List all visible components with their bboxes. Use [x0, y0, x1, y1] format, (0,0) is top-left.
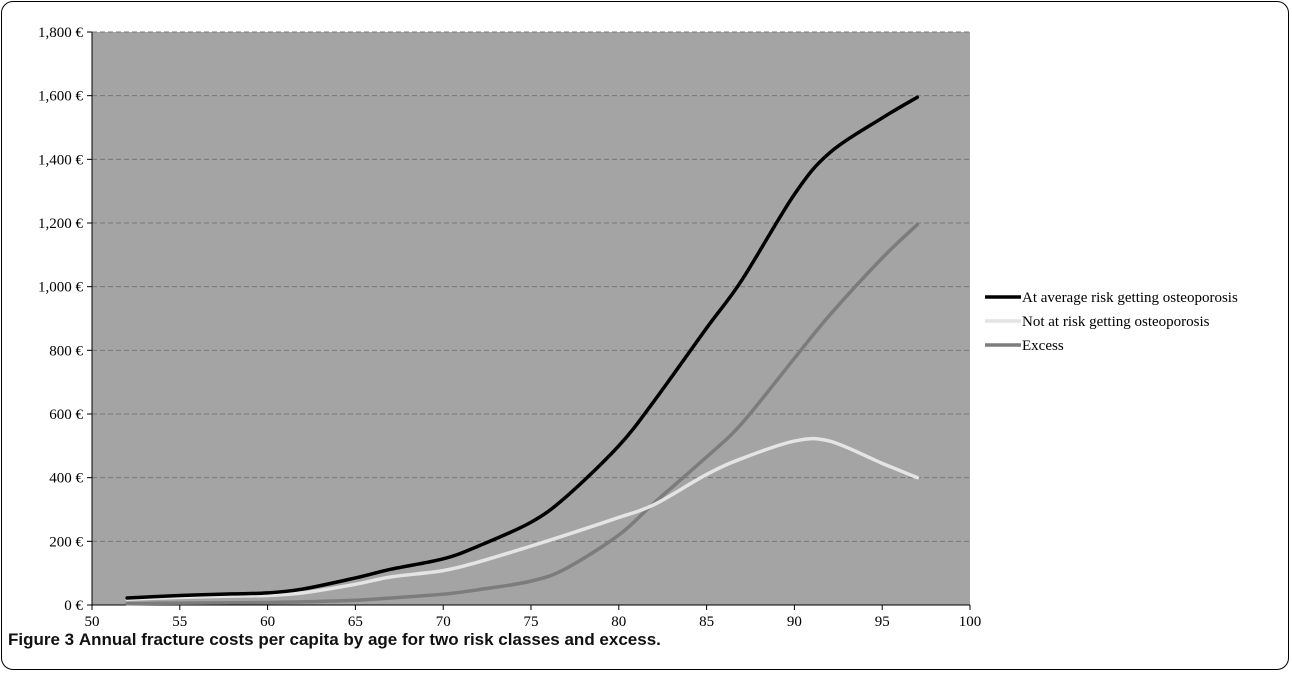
legend-item-average-risk: At average risk getting osteoporosis	[985, 290, 1238, 306]
figure-caption: Figure 3 Annual fracture costs per capit…	[8, 630, 661, 650]
x-tick-label: 65	[348, 614, 363, 630]
x-tick-label: 85	[699, 614, 714, 630]
y-tick-label: 600 €	[49, 407, 83, 423]
y-tick-label: 1,800 €	[38, 25, 84, 41]
legend-item-excess: Excess	[985, 338, 1064, 354]
y-tick-label: 1,400 €	[38, 152, 84, 168]
legend-label: At average risk getting osteoporosis	[1022, 290, 1238, 306]
series-lines	[125, 95, 920, 606]
legend-label: Excess	[1022, 338, 1064, 354]
y-tick-label: 200 €	[49, 534, 83, 550]
legend: At average risk getting osteoporosis Not …	[985, 290, 1238, 354]
figure-label: Figure 3	[8, 630, 75, 649]
x-tick-label: 95	[875, 614, 890, 630]
x-tick-label: 100	[959, 614, 982, 630]
y-axis-ticks: 0 € 200 € 400 € 600 € 800 € 1,000 € 1,200 € 1,4…	[38, 25, 92, 614]
x-tick-label: 70	[436, 614, 451, 630]
y-tick-label: 1,200 €	[38, 216, 84, 232]
series-line-average-risk	[125, 95, 920, 600]
y-tick-label: 0 €	[64, 598, 83, 614]
x-tick-label: 60	[260, 614, 275, 630]
y-tick-label: 1,000 €	[38, 280, 84, 296]
y-tick-label: 800 €	[49, 343, 83, 359]
y-tick-label: 1,600 €	[38, 89, 84, 105]
series-line-excess	[125, 222, 920, 606]
series-line-not-at-risk	[125, 436, 920, 602]
x-tick-label: 55	[172, 614, 187, 630]
x-tick-label: 50	[85, 614, 100, 630]
x-tick-label: 75	[524, 614, 539, 630]
x-tick-label: 80	[611, 614, 626, 630]
x-axis-ticks: 50 55 60 65 70 75 80 85 90 95 100	[85, 605, 982, 630]
figure-caption-text: Annual fracture costs per capita by age …	[78, 630, 661, 649]
y-tick-label: 400 €	[49, 471, 83, 487]
plot-area	[92, 32, 970, 605]
legend-item-not-at-risk: Not at risk getting osteoporosis	[985, 314, 1210, 330]
legend-label: Not at risk getting osteoporosis	[1022, 314, 1210, 330]
x-tick-label: 90	[787, 614, 802, 630]
